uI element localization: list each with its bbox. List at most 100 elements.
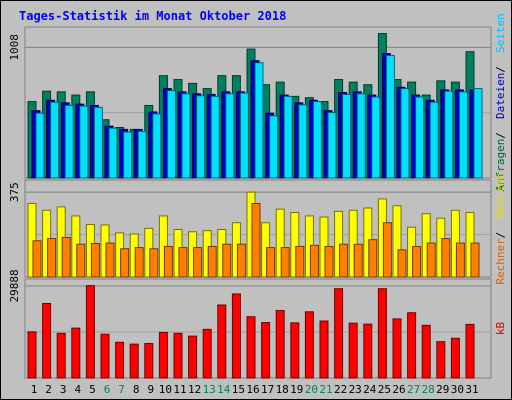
x-tick-label: 3 (60, 383, 67, 396)
bar-rechner-14 (222, 243, 232, 278)
bar-seiten-26 (400, 88, 410, 179)
x-tick-label: 5 (89, 383, 96, 396)
bar-kb-26 (392, 318, 402, 379)
bar-rechner-1 (32, 240, 42, 278)
bar-kb-8 (129, 343, 139, 379)
bar-kb-3 (56, 332, 66, 379)
x-tick-label: 7 (118, 383, 125, 396)
x-tick-label: 16 (246, 383, 259, 396)
bar-kb-9 (144, 343, 154, 379)
bar-rechner-26 (397, 249, 407, 278)
bar-seiten-5 (93, 106, 103, 179)
bar-kb-13 (202, 328, 212, 379)
bar-kb-28 (421, 324, 431, 379)
bar-rechner-13 (207, 245, 217, 278)
bar-kb-31 (465, 323, 475, 379)
bar-seiten-6 (108, 127, 118, 179)
bar-seiten-14 (225, 93, 235, 179)
bar-seiten-24 (371, 96, 381, 179)
bar-rechner-25 (382, 222, 392, 278)
x-tick-label: 30 (451, 383, 464, 396)
legend-separator: / (494, 66, 507, 73)
x-tick-label: 6 (104, 383, 111, 396)
bar-seiten-9 (152, 113, 162, 179)
bar-kb-12 (188, 335, 198, 379)
y-tick-label: 375 (8, 182, 21, 202)
x-tick-label: 11 (173, 383, 186, 396)
bar-kb-21 (319, 320, 329, 379)
legend-label-anfragen: Anfragen (494, 139, 507, 192)
bar-kb-4 (71, 327, 81, 379)
x-tick-label: 22 (334, 383, 347, 396)
x-tick-label: 13 (203, 383, 216, 396)
bar-seiten-25 (385, 55, 395, 179)
bar-rechner-7 (120, 248, 130, 278)
bar-besuche-19 (290, 212, 300, 278)
bar-kb-6 (100, 333, 110, 379)
bar-rechner-20 (309, 244, 319, 278)
bar-seiten-16 (254, 62, 264, 179)
y-tick-label: 1008 (8, 34, 21, 61)
bar-seiten-20 (312, 101, 322, 179)
bar-seiten-8 (137, 130, 147, 179)
bar-kb-5 (85, 285, 95, 379)
bar-seiten-23 (356, 93, 366, 179)
legend-separator: / (494, 132, 507, 139)
legend-label-dateien: Dateien (494, 73, 507, 119)
bar-kb-19 (290, 322, 300, 379)
legend-label-kb: kB (494, 321, 507, 335)
x-tick-label: 29 (436, 383, 449, 396)
bar-seiten-11 (181, 93, 191, 179)
bar-kb-29 (436, 341, 446, 379)
x-tick-label: 25 (378, 383, 391, 396)
x-tick-label: 1 (31, 383, 38, 396)
bar-rechner-17 (266, 247, 276, 278)
x-tick-label: 12 (188, 383, 201, 396)
bar-rechner-30 (455, 242, 465, 278)
bar-seiten-29 (444, 90, 454, 179)
legend-label-rechner: Rechner (494, 238, 507, 285)
x-tick-label: 21 (319, 383, 332, 396)
y-tick-label: 29888 (8, 269, 21, 302)
bar-kb-24 (363, 323, 373, 379)
bar-kb-27 (407, 312, 417, 379)
x-tick-label: 31 (465, 383, 478, 396)
panel-2: 375 Rechner / Besuche (8, 172, 507, 284)
bar-rechner-23 (353, 243, 363, 278)
bar-kb-20 (304, 311, 314, 379)
x-tick-label: 24 (363, 383, 377, 396)
x-tick-label: 10 (159, 383, 172, 396)
bar-kb-23 (348, 322, 358, 379)
bar-seiten-2 (50, 101, 60, 179)
x-tick-label: 8 (133, 383, 140, 396)
legend-label-besuche: Besuche (494, 172, 507, 218)
bar-rechner-5 (90, 243, 100, 278)
legend-separator: / (494, 232, 507, 239)
bar-seiten-12 (196, 95, 206, 179)
bar-kb-16 (246, 316, 256, 379)
bar-seiten-3 (64, 104, 74, 179)
bar-seiten-31 (473, 88, 483, 179)
bar-seiten-1 (35, 112, 45, 179)
bar-seiten-13 (210, 95, 220, 179)
bar-rechner-24 (368, 239, 378, 278)
bar-rechner-4 (76, 243, 86, 278)
bar-kb-30 (450, 337, 460, 379)
bar-rechner-10 (163, 245, 173, 278)
bar-seiten-22 (342, 93, 352, 179)
x-tick-label: 20 (305, 383, 318, 396)
bar-seiten-21 (327, 112, 337, 179)
bar-rechner-8 (134, 247, 144, 278)
bar-seiten-18 (283, 95, 293, 179)
x-tick-label: 19 (290, 383, 303, 396)
bar-kb-1 (27, 331, 37, 379)
bar-rechner-6 (105, 242, 115, 278)
bar-rechner-31 (470, 242, 480, 278)
bar-rechner-2 (47, 238, 57, 278)
x-tick-label: 17 (261, 383, 274, 396)
bar-seiten-17 (269, 115, 279, 179)
bar-besuche-26 (392, 205, 402, 278)
bar-seiten-19 (298, 104, 308, 179)
bar-kb-18 (275, 310, 285, 379)
